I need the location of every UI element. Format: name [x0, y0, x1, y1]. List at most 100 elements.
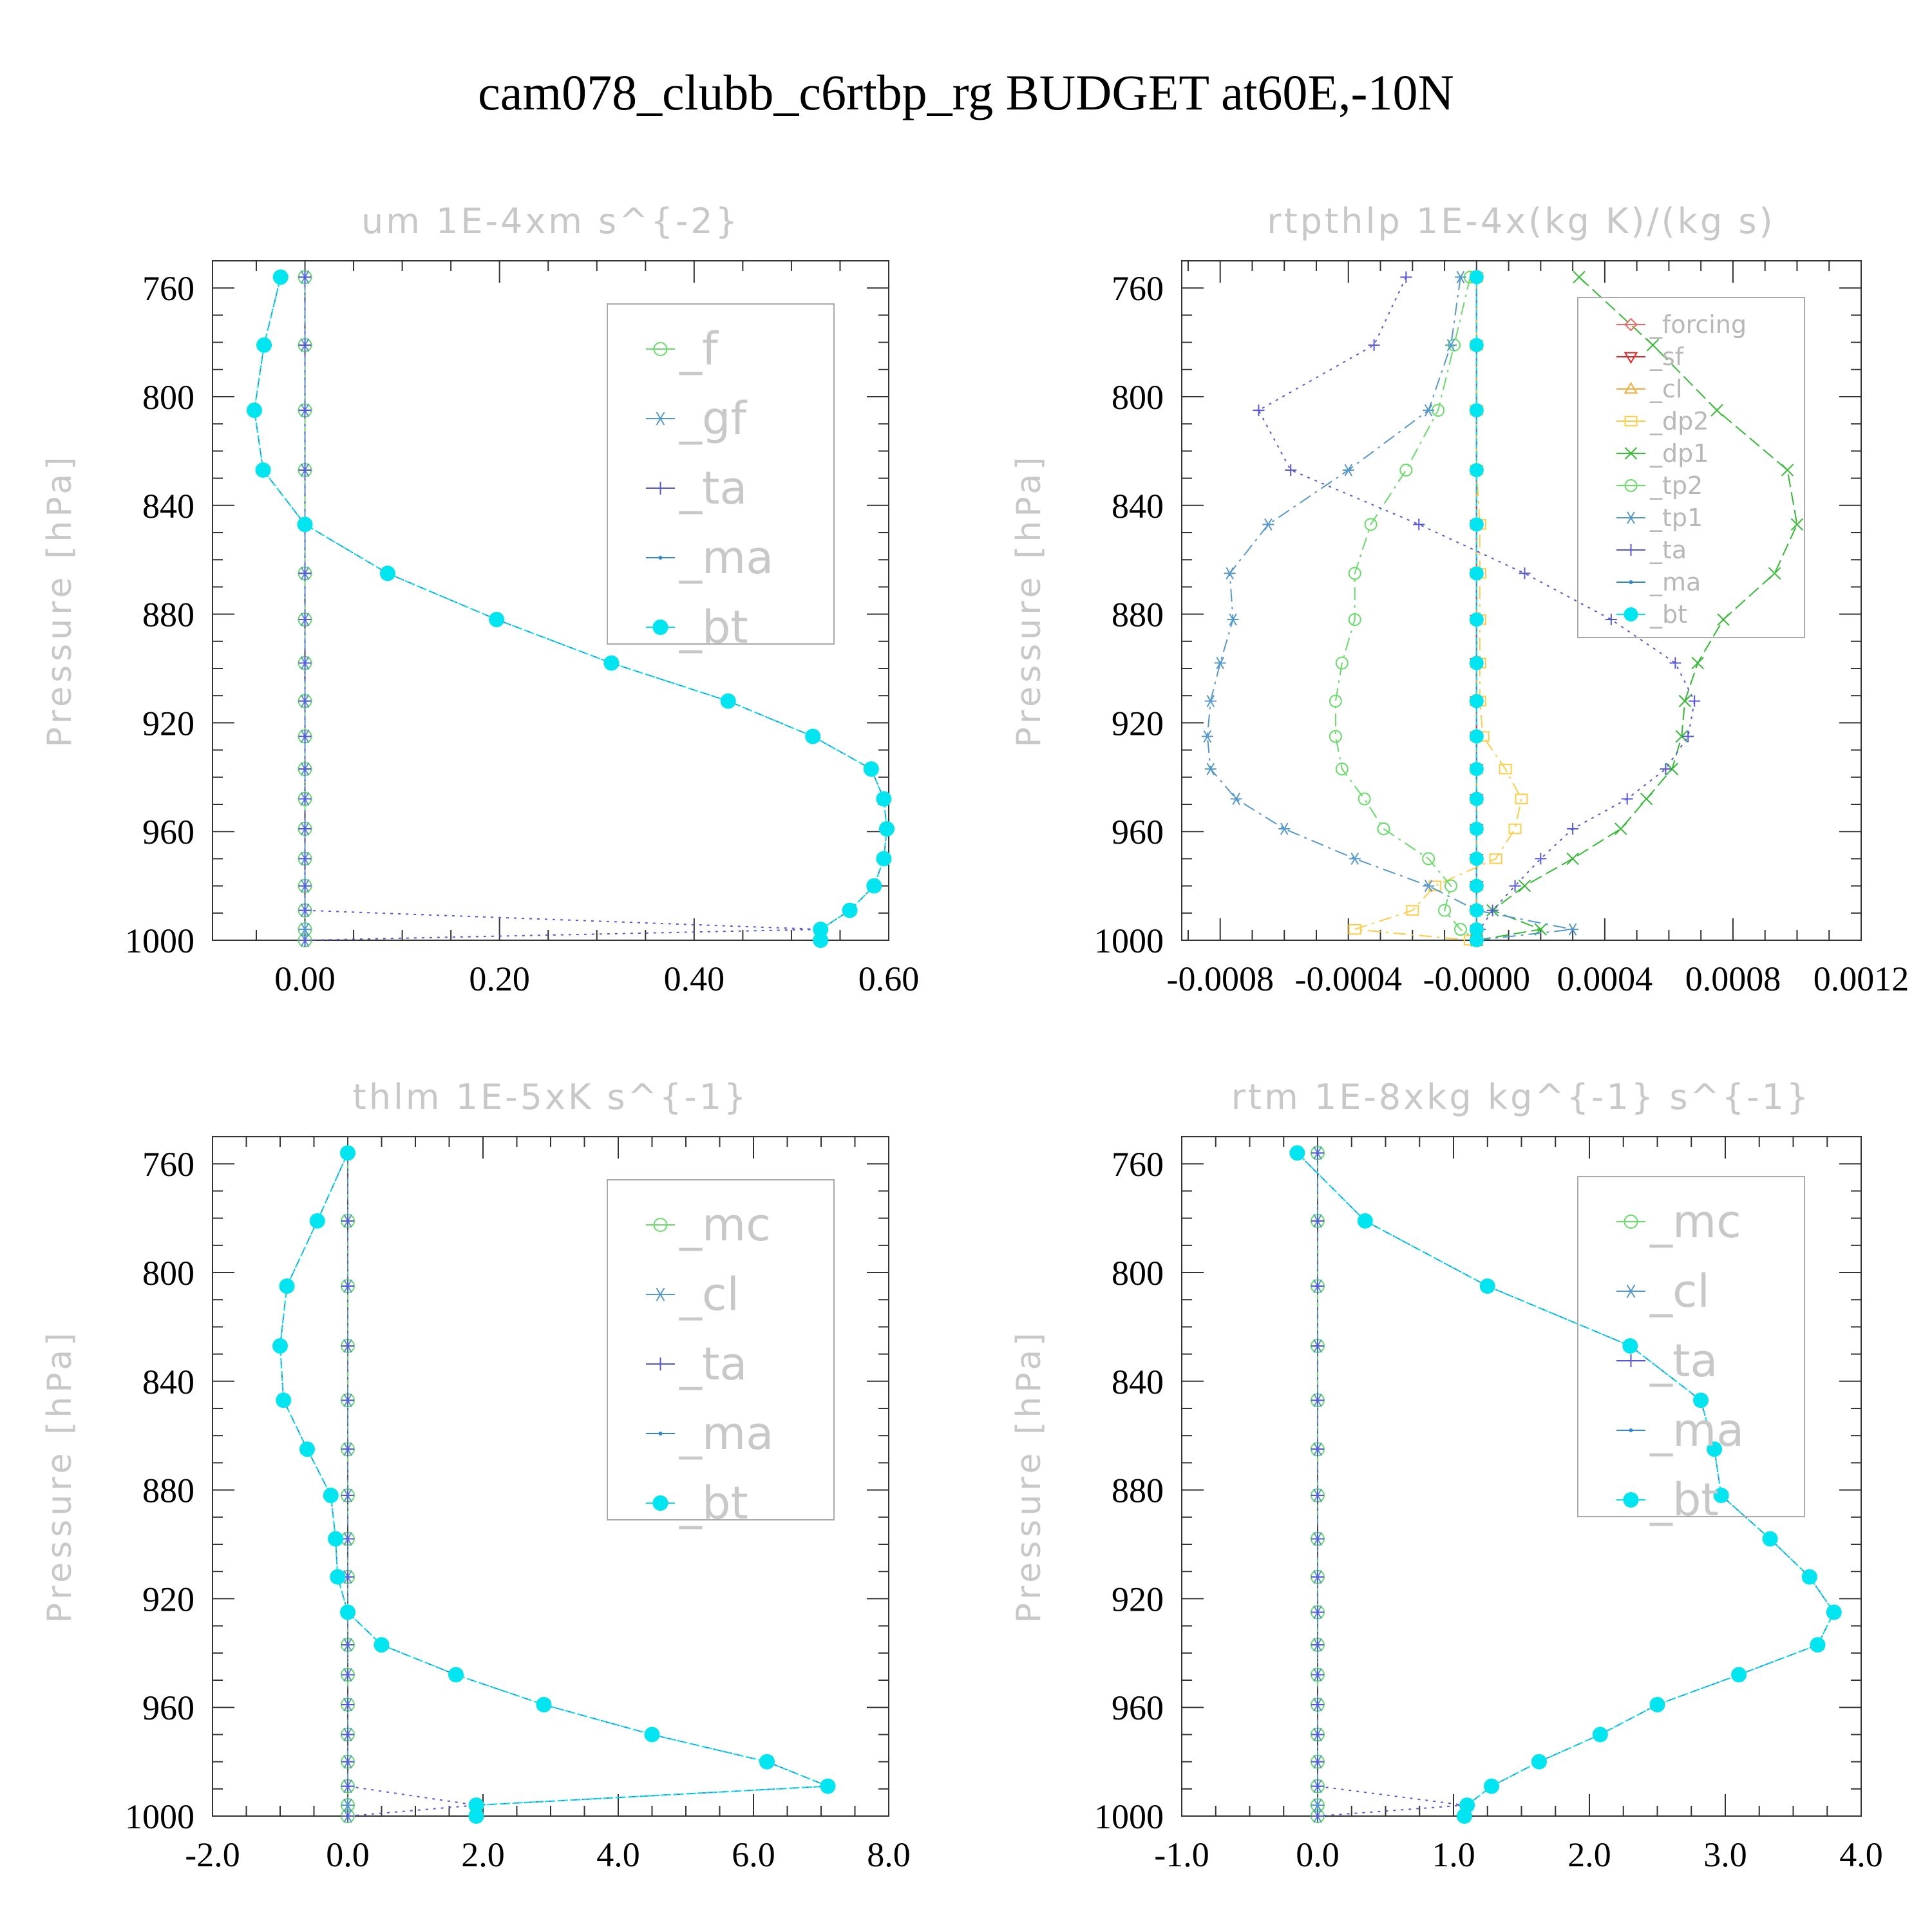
data-point-marker	[1311, 1605, 1324, 1619]
data-point-marker	[309, 1213, 325, 1229]
data-point-marker	[323, 1488, 339, 1504]
series-line	[1296, 1152, 1835, 1817]
data-point-marker	[1781, 464, 1794, 477]
x-tick-label: 0.00	[274, 960, 336, 998]
data-point-marker	[1625, 544, 1637, 556]
data-point-marker	[1230, 793, 1242, 806]
data-point-marker	[1567, 923, 1579, 936]
data-point-marker	[298, 822, 312, 835]
panel-title: thlm 1E-5xK s^{-1}	[353, 1077, 749, 1117]
y-tick-label: 840	[1112, 487, 1164, 526]
data-point-marker	[1469, 517, 1484, 532]
data-point-marker	[1469, 462, 1484, 477]
data-point-marker	[1201, 730, 1213, 743]
data-point-marker	[1469, 903, 1484, 918]
x-tick-label: 0.0	[326, 1835, 370, 1874]
data-point-marker	[448, 1667, 464, 1683]
x-tick-label: 8.0	[867, 1835, 911, 1874]
data-point-marker	[341, 1728, 354, 1741]
legend-label: _tp2	[1649, 471, 1703, 500]
data-point-marker	[1629, 1428, 1633, 1432]
y-tick-label: 920	[1112, 1580, 1164, 1618]
data-point-marker	[1768, 567, 1781, 580]
data-point-marker	[878, 820, 895, 837]
legend-label: _dp1	[1649, 439, 1709, 468]
data-point-marker	[1509, 880, 1521, 892]
data-point-marker	[644, 1727, 660, 1743]
data-point-marker	[813, 922, 829, 938]
data-point-marker	[1311, 1146, 1324, 1160]
data-point-marker	[1357, 1213, 1373, 1229]
legend: _mc _cl _ta _ma _bt	[607, 1179, 835, 1530]
data-point-marker	[1311, 1798, 1324, 1812]
data-point-marker	[1311, 1810, 1324, 1823]
data-point-marker	[298, 879, 312, 893]
data-point-marker	[298, 270, 312, 284]
data-point-marker	[1400, 271, 1412, 283]
data-point-marker	[1484, 1778, 1500, 1794]
series-line	[347, 1153, 477, 1817]
data-point-marker	[255, 462, 271, 478]
legend-label: _dp2	[1649, 407, 1709, 435]
y-tick-label: 800	[1112, 378, 1164, 417]
data-point-marker	[298, 792, 312, 806]
data-point-marker	[1624, 352, 1638, 364]
series-bt	[1469, 270, 1484, 947]
data-point-marker	[1566, 852, 1579, 866]
data-point-marker	[1489, 853, 1502, 864]
data-point-marker	[1377, 822, 1390, 835]
data-point-marker	[1624, 1284, 1638, 1298]
data-point-marker	[341, 1810, 354, 1823]
x-tick-label: 6.0	[732, 1835, 775, 1874]
panel-title: rtm 1E-8xkg kg^{-1} s^{-1}	[1231, 1077, 1812, 1117]
x-tick-label: 2.0	[1567, 1835, 1611, 1874]
data-point-marker	[1469, 821, 1484, 836]
data-point-marker	[1413, 518, 1425, 531]
x-tick-label: 1.0	[1432, 1835, 1475, 1874]
data-point-marker	[1707, 1441, 1723, 1457]
data-point-marker	[652, 1495, 668, 1511]
legend-label: _ta	[1649, 1334, 1718, 1387]
series-line	[1354, 277, 1522, 941]
chart-panel: um 1E-4xm s^{-2} Pressure [hPa] 760 800 840 8…	[41, 201, 919, 998]
data-point-marker	[1311, 1532, 1324, 1546]
y-tick-label: 1000	[1094, 922, 1164, 960]
y-tick-label: 1000	[125, 922, 194, 960]
data-point-marker	[654, 1287, 667, 1302]
y-tick-label: 1000	[125, 1797, 194, 1836]
data-point-marker	[603, 655, 620, 671]
data-point-marker	[1810, 1637, 1826, 1653]
y-tick-label: 920	[142, 1580, 194, 1618]
data-point-marker	[1311, 1570, 1324, 1584]
data-point-marker	[272, 269, 289, 285]
data-point-marker	[1469, 922, 1484, 937]
plot-frame	[1181, 1136, 1862, 1817]
chart-panel: thlm 1E-5xK s^{-1} Pressure [hPa] 760 800 84…	[41, 1077, 911, 1874]
data-point-marker	[1423, 880, 1435, 893]
data-point-marker	[1669, 657, 1681, 669]
data-point-marker	[340, 1604, 355, 1620]
data-point-marker	[341, 1339, 354, 1352]
legend: _mc _cl _ta _ma _bt	[1577, 1176, 1805, 1526]
x-tick-label: 0.0004	[1557, 960, 1653, 998]
data-point-marker	[1801, 1569, 1817, 1585]
data-point-marker	[1311, 1638, 1324, 1652]
data-point-marker	[876, 851, 892, 867]
x-tick-label: -0.0004	[1295, 960, 1402, 998]
data-point-marker	[1311, 1214, 1324, 1227]
data-point-marker	[1469, 791, 1484, 806]
data-point-marker	[1624, 607, 1638, 621]
x-tick-label: 4.0	[596, 1835, 640, 1874]
data-point-marker	[298, 904, 312, 917]
data-point-marker	[468, 1797, 484, 1814]
legend-box	[1577, 297, 1805, 638]
data-point-marker	[1678, 694, 1692, 708]
legend-label: _ma	[1649, 1404, 1744, 1457]
data-point-marker	[1567, 822, 1579, 835]
data-point-marker	[813, 933, 829, 948]
data-point-marker	[1311, 1489, 1324, 1502]
data-point-marker	[1624, 382, 1638, 394]
chart-panel: rtpthlp 1E-4x(kg K)/(kg s) Pressure [hPa]…	[1010, 201, 1909, 998]
data-point-marker	[1335, 656, 1349, 670]
data-point-marker	[1689, 695, 1701, 707]
